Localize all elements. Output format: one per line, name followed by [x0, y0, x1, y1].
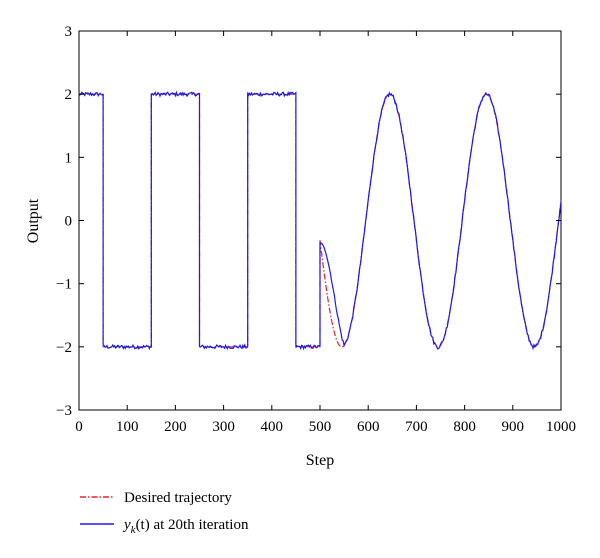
y-tick-label: −3 [56, 403, 72, 419]
x-tick-label: 0 [75, 419, 83, 435]
legend-label-yk: yk(t) at 20th iteration [122, 517, 249, 536]
legend-yk-subscript: k [131, 524, 137, 536]
x-tick-label: 200 [164, 419, 187, 435]
y-tick-label: 2 [65, 87, 73, 103]
legend-yk-suffix: at 20th iteration [150, 517, 249, 533]
x-axis-label: Step [306, 452, 334, 469]
legend: Desired trajectory yk(t) at 20th iterati… [80, 490, 249, 536]
x-tick-label: 500 [309, 419, 332, 435]
y-axis-label: Output [25, 198, 42, 243]
legend-yk-symbol: y [122, 517, 131, 533]
x-tick-label: 800 [453, 419, 476, 435]
tick-labels: 0 100 200 300 400 500 600 700 800 900 1000 3 2 1 0 −1 −2… [56, 24, 576, 435]
axis-ticks [78, 30, 562, 411]
x-tick-label: 900 [502, 419, 525, 435]
y-tick-label: −2 [56, 340, 72, 356]
y-tick-label: 1 [65, 150, 73, 166]
x-tick-label: 700 [405, 419, 428, 435]
series-yk-20th-iteration [78, 90, 562, 351]
y-tick-label: 3 [65, 24, 73, 40]
x-tick-label: 100 [116, 419, 139, 435]
y-tick-label: −1 [56, 277, 72, 293]
series-lines [78, 90, 562, 351]
x-tick-label: 400 [261, 419, 284, 435]
y-tick-label: 0 [65, 214, 73, 230]
x-tick-label: 1000 [546, 419, 576, 435]
legend-yk-arg: (t) [136, 517, 150, 533]
x-tick-label: 300 [212, 419, 235, 435]
x-tick-label: 600 [357, 419, 380, 435]
legend-label-desired: Desired trajectory [124, 490, 232, 506]
